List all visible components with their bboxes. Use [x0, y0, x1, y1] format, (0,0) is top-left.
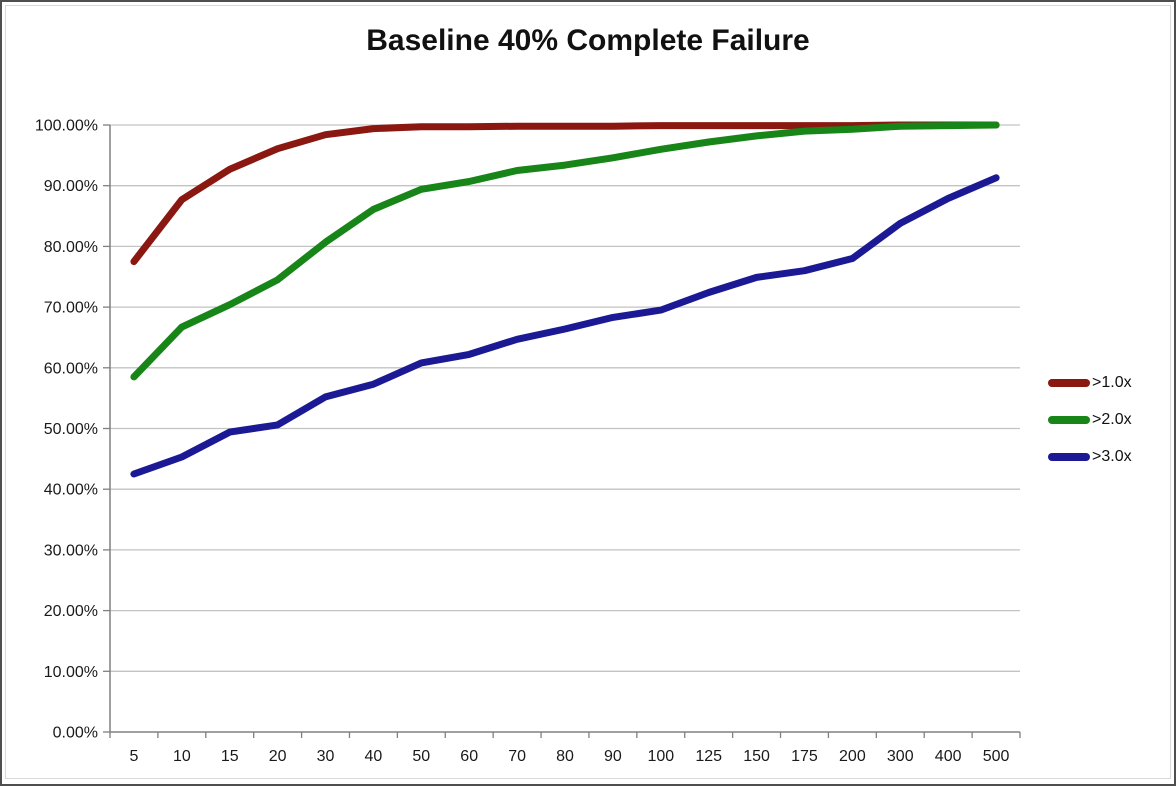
legend: >1.0x >2.0x >3.0x: [1048, 374, 1132, 466]
x-axis-label: 90: [604, 748, 622, 765]
y-axis-label: 90.00%: [44, 178, 98, 195]
legend-item: >1.0x: [1048, 374, 1132, 392]
y-axis-label: 20.00%: [44, 603, 98, 620]
y-axis-label: 0.00%: [53, 725, 98, 742]
series-swatch-1x: [1048, 379, 1090, 387]
y-axis-label: 30.00%: [44, 542, 98, 559]
legend-label: >3.0x: [1092, 448, 1132, 465]
x-axis-label: 5: [129, 748, 138, 765]
x-axis-label: 400: [935, 748, 962, 765]
y-axis-label: 100.00%: [35, 118, 98, 135]
legend-label: >2.0x: [1092, 411, 1132, 428]
series-swatch-2x: [1048, 416, 1090, 424]
x-axis-label: 175: [791, 748, 818, 765]
x-axis-label: 20: [269, 748, 287, 765]
series-line-1.0x: [130, 121, 1000, 266]
series-swatch-3x: [1048, 453, 1090, 461]
chart-title: Baseline 40% Complete Failure: [366, 24, 810, 57]
x-axis-label: 30: [317, 748, 335, 765]
series-line-3.0x: [130, 174, 1000, 478]
x-axis-label: 300: [887, 748, 914, 765]
legend-item: >2.0x: [1048, 411, 1132, 429]
y-axis-label: 70.00%: [44, 300, 98, 317]
x-axis-label: 80: [556, 748, 574, 765]
x-axis-label: 70: [508, 748, 526, 765]
x-axis-label: 150: [743, 748, 770, 765]
x-axis-label: 60: [460, 748, 478, 765]
x-axis-label: 100: [647, 748, 674, 765]
series-line-2.0x: [130, 121, 1000, 381]
y-axis-label: 80.00%: [44, 239, 98, 256]
y-axis-label: 40.00%: [44, 482, 98, 499]
x-axis-label: 10: [173, 748, 191, 765]
x-axis-label: 40: [365, 748, 383, 765]
x-axis-label: 125: [695, 748, 722, 765]
x-axis-label: 200: [839, 748, 866, 765]
legend-item: >3.0x: [1048, 448, 1132, 466]
y-axis-label: 50.00%: [44, 421, 98, 438]
x-axis-label: 50: [412, 748, 430, 765]
x-axis-label: 500: [983, 748, 1010, 765]
y-axis-label: 10.00%: [44, 664, 98, 681]
x-axis-label: 15: [221, 748, 239, 765]
legend-label: >1.0x: [1092, 374, 1132, 391]
y-axis-label: 60.00%: [44, 360, 98, 377]
